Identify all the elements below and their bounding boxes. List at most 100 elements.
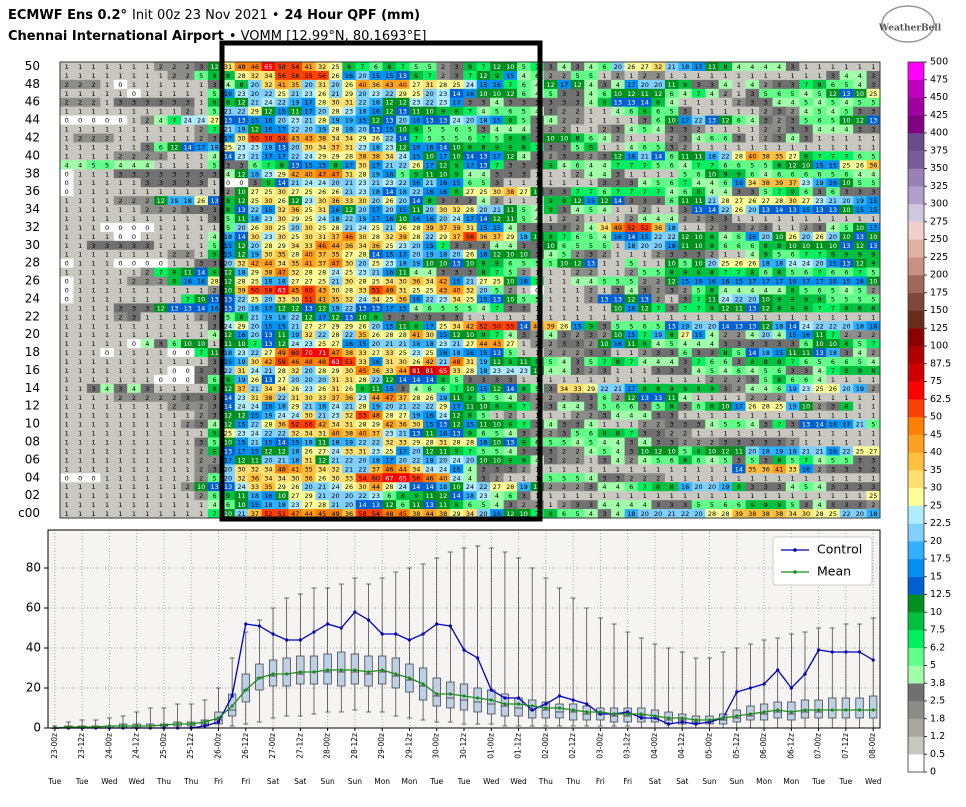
heat-cell [543, 214, 558, 224]
cell-value: 1 [145, 358, 149, 366]
heat-cell [86, 222, 101, 233]
cell-value: 26 [318, 385, 326, 393]
cell-value: 1 [78, 224, 82, 232]
heat-cell [422, 374, 437, 385]
heat-cell [60, 106, 74, 116]
heat-cell [476, 142, 491, 152]
heat-cell [73, 374, 88, 385]
cell-value: 28 [385, 331, 393, 339]
heat-cell [167, 79, 182, 90]
product: 24 Hour QPF (mm) [285, 8, 421, 23]
heat-cell [315, 285, 330, 295]
cell-value: 4 [508, 394, 512, 402]
heat-cell [799, 160, 813, 170]
cell-value: 3 [737, 358, 741, 366]
cell-value: 1 [575, 126, 579, 134]
cell-value: 4 [495, 126, 499, 134]
cell-value: 50 [251, 287, 259, 295]
heat-cell [476, 231, 491, 242]
heat-cell [839, 392, 854, 402]
cell-value: 22 [385, 90, 393, 98]
cell-value: 4 [777, 63, 781, 71]
heat-cell [382, 303, 397, 313]
cell-value: 4 [535, 215, 539, 223]
cell-value: 2 [643, 349, 647, 357]
heat-cell [718, 294, 733, 304]
heat-cell [517, 357, 531, 367]
cell-value: 1 [172, 313, 176, 321]
heat-cell [234, 258, 249, 268]
cell-value: 1 [199, 90, 203, 98]
cell-value: 0 [105, 349, 109, 357]
heat-cell [127, 178, 141, 188]
cell-value: 4 [522, 152, 526, 160]
heat-cell [301, 196, 316, 206]
cell-value: 2 [575, 117, 579, 125]
cell-value: 1 [844, 63, 848, 71]
cell-value: 34 [264, 385, 272, 393]
heat-cell [691, 115, 706, 125]
heat-cell [772, 222, 787, 233]
heat-cell [355, 276, 370, 286]
cell-value: 27 [291, 188, 299, 196]
cell-value: 4 [616, 81, 620, 89]
cell-value: 8 [764, 358, 768, 366]
heat-cell [207, 88, 222, 98]
heat-cell [113, 115, 128, 125]
heat-cell [476, 348, 491, 358]
heat-cell [261, 205, 276, 215]
cell-value: 5 [710, 367, 714, 375]
header-line-1: ECMWF Ens 0.2° Init 00z 23 Nov 2021 • 24 H… [8, 8, 420, 23]
heat-cell [853, 124, 867, 134]
heat-cell [503, 115, 518, 125]
heat-cell [194, 178, 209, 188]
heat-cell [543, 276, 558, 286]
cell-value: 0 [65, 287, 69, 295]
heat-cell [611, 97, 625, 107]
cell-value: 3 [118, 242, 122, 250]
heat-cell [167, 115, 182, 125]
cell-value: 1 [105, 179, 109, 187]
heat-cell [100, 231, 114, 242]
heat-cell [140, 222, 155, 233]
heat-cell [530, 312, 545, 322]
heat-cell [490, 222, 504, 233]
heat-cell [261, 133, 276, 143]
heat-cell [86, 267, 101, 277]
heat-cell [409, 348, 424, 358]
heat-cell [597, 79, 612, 90]
cell-value: 16 [439, 179, 447, 187]
cell-value: 5 [522, 108, 526, 116]
cell-value: 2 [213, 287, 217, 295]
cell-value: 25 [318, 278, 326, 286]
cell-value: 7 [495, 269, 499, 277]
cell-value: 1 [78, 152, 82, 160]
heat-cell [207, 285, 222, 295]
heat-cell [597, 240, 612, 250]
cell-value: 1 [159, 412, 163, 420]
heat-cell [772, 70, 787, 81]
heat-cell [328, 115, 343, 125]
heat-cell [705, 392, 719, 402]
heat-cell [248, 124, 262, 134]
cell-value: 7 [643, 188, 647, 196]
cell-value: 10 [493, 90, 501, 98]
heat-cell [718, 133, 733, 143]
heat-cell [167, 97, 182, 107]
heat-cell [261, 285, 276, 295]
heat-cell [584, 79, 598, 90]
heat-cell [866, 258, 881, 268]
heat-cell [570, 276, 585, 286]
cell-value: 1 [65, 349, 69, 357]
cell-value: 12 [157, 197, 165, 205]
heat-cell [86, 97, 101, 107]
cell-value: 40 [452, 287, 460, 295]
heat-cell [812, 97, 827, 107]
cell-value: 1 [508, 313, 512, 321]
heat-cell [180, 97, 195, 107]
cell-value: 26 [627, 63, 635, 71]
cell-value: 1 [643, 367, 647, 375]
cell-value: 4 [414, 304, 418, 312]
cell-value: 27 [735, 197, 743, 205]
heat-cell [839, 124, 854, 134]
